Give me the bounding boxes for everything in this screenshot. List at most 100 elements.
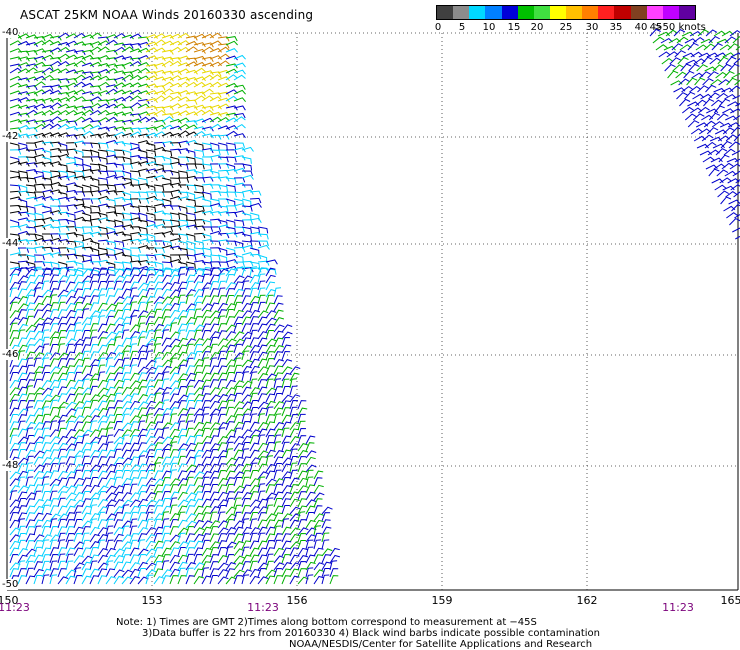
- wind-barb: [233, 267, 243, 277]
- wind-barb: [25, 212, 37, 220]
- wind-barb: [692, 113, 705, 121]
- wind-barb: [113, 212, 125, 219]
- wind-barb: [273, 505, 284, 515]
- wind-barb: [257, 567, 267, 578]
- wind-barb: [81, 303, 93, 312]
- wind-barb: [217, 407, 227, 417]
- wind-barb: [97, 109, 110, 116]
- wind-barb: [81, 106, 94, 112]
- wind-barb: [249, 266, 258, 277]
- wind-barb: [708, 35, 720, 44]
- wind-barb: [17, 533, 26, 543]
- wind-barb: [177, 281, 188, 291]
- wind-barb: [145, 281, 155, 291]
- wind-barb: [73, 463, 84, 473]
- wind-barb: [65, 253, 78, 259]
- wind-barb: [9, 499, 21, 508]
- wind-barb: [169, 393, 179, 403]
- wind-barb: [57, 393, 67, 403]
- wind-barb: [137, 490, 147, 501]
- wind-barb: [145, 484, 156, 494]
- wind-barb: [177, 329, 186, 340]
- wind-barb: [57, 343, 66, 354]
- wind-barb: [257, 512, 267, 522]
- wind-barb: [185, 464, 197, 473]
- wind-barb: [33, 132, 46, 138]
- wind-barb: [305, 476, 314, 487]
- wind-barb: [217, 142, 228, 151]
- wind-barb: [121, 95, 134, 102]
- wind-barb: [33, 195, 46, 201]
- wind-barb: [129, 155, 142, 161]
- wind-barb: [145, 168, 158, 174]
- wind-barb: [25, 315, 34, 326]
- wind-barb: [81, 421, 91, 431]
- wind-barb: [169, 413, 178, 424]
- wind-barb: [57, 91, 70, 98]
- wind-barb: [9, 287, 18, 298]
- wind-barb: [49, 323, 59, 333]
- wind-barb: [249, 344, 260, 354]
- wind-barb: [49, 352, 61, 361]
- wind-barb: [265, 365, 275, 375]
- wind-barb: [265, 338, 277, 347]
- wind-barb: [57, 497, 66, 508]
- wind-barb: [716, 38, 729, 44]
- wind-barb: [169, 274, 180, 284]
- wind-barb: [9, 337, 19, 347]
- wind-barb: [121, 308, 130, 319]
- wind-barb: [658, 51, 671, 58]
- wind-barb: [666, 51, 679, 58]
- wind-barb: [209, 210, 222, 217]
- wind-barb: [716, 92, 728, 100]
- wind-barb: [209, 568, 219, 578]
- wind-barb: [73, 274, 84, 284]
- wind-barb: [97, 364, 106, 375]
- wind-barb: [233, 69, 246, 75]
- wind-barb: [33, 422, 45, 431]
- wind-barb: [9, 540, 20, 550]
- wind-barb: [161, 81, 174, 88]
- wind-barb: [9, 210, 22, 217]
- wind-barb: [696, 143, 709, 149]
- wind-barb: [113, 448, 122, 459]
- wind-barb: [209, 142, 220, 151]
- wind-barb: [153, 296, 165, 305]
- wind-barb: [65, 408, 77, 417]
- wind-barb: [145, 443, 157, 452]
- wind-barb: [201, 95, 214, 102]
- wind-barb: [185, 470, 196, 480]
- wind-barb: [137, 156, 149, 164]
- wind-barb: [193, 95, 206, 102]
- wind-barb: [153, 470, 163, 480]
- wind-barb: [129, 57, 142, 63]
- wind-barb: [81, 268, 93, 277]
- wind-barb: [321, 561, 332, 571]
- wind-barb: [241, 146, 254, 152]
- wind-barb: [273, 567, 282, 578]
- wind-barb: [41, 252, 54, 258]
- wind-barb: [41, 380, 53, 389]
- wind-barb: [161, 34, 174, 40]
- wind-barb: [73, 352, 85, 361]
- wind-barb: [241, 174, 254, 180]
- wind-barb: [722, 108, 735, 114]
- wind-barb: [273, 483, 282, 494]
- wind-barb: [249, 575, 260, 585]
- wind-barb: [249, 449, 260, 459]
- wind-barb: [273, 491, 284, 501]
- wind-barb: [113, 533, 124, 543]
- legend-swatch: [453, 6, 470, 19]
- wind-barb: [225, 303, 237, 312]
- wind-barb: [233, 147, 246, 153]
- wind-barb: [678, 78, 690, 86]
- wind-barb: [97, 371, 106, 382]
- wind-barb: [193, 184, 204, 192]
- wind-barb: [185, 124, 198, 130]
- wind-barb: [41, 504, 50, 515]
- wind-barb: [185, 224, 198, 230]
- wind-barb: [217, 505, 226, 515]
- wind-barb: [137, 268, 149, 277]
- wind-barb: [225, 219, 236, 228]
- wind-barb: [209, 92, 222, 98]
